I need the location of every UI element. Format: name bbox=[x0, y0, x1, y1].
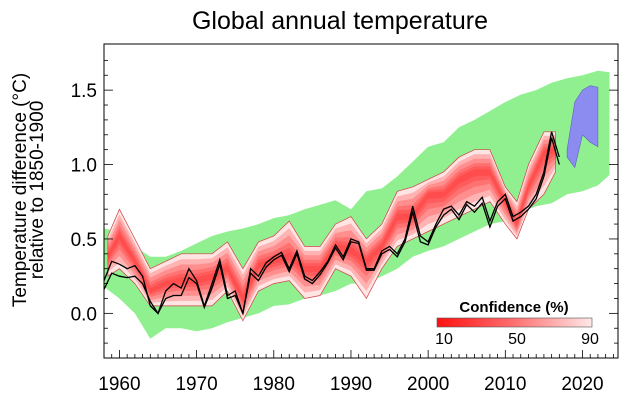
x-tick-label-1990: 1990 bbox=[330, 374, 372, 395]
chart-title: Global annual temperature bbox=[192, 7, 488, 35]
forecast-blue-band bbox=[566, 85, 599, 169]
y-tick-label-0.0: 0.0 bbox=[71, 304, 97, 325]
y-tick-label-0.5: 0.5 bbox=[71, 230, 97, 251]
x-tick-label-1980: 1980 bbox=[253, 374, 295, 395]
x-tick-label-2000: 2000 bbox=[407, 374, 449, 395]
x-tick-label-2020: 2020 bbox=[561, 374, 603, 395]
red-band-confidence-level-4 bbox=[107, 145, 556, 305]
y-axis-label-line-2: relative to 1850-1900 bbox=[27, 101, 48, 280]
y-tick-label-1.5: 1.5 bbox=[71, 81, 97, 102]
red-band-confidence-level-2 bbox=[107, 138, 556, 312]
y-axis-label: Temperature difference (°C) relative to … bbox=[10, 73, 48, 307]
plot-frame bbox=[103, 43, 619, 359]
observation-line-2 bbox=[104, 137, 560, 316]
x-tick-label-1970: 1970 bbox=[175, 374, 217, 395]
colorbar-label-10: 10 bbox=[435, 331, 453, 348]
legend-title: Confidence (%) bbox=[459, 299, 568, 316]
red-band-confidence-level-1 bbox=[107, 135, 556, 317]
colorbar bbox=[436, 317, 593, 328]
y-tick-label-1.0: 1.0 bbox=[71, 156, 97, 177]
colorbar-label-50: 50 bbox=[508, 331, 526, 348]
x-tick-label-1960: 1960 bbox=[98, 374, 140, 395]
legend: Confidence (%) 10 50 90 bbox=[435, 299, 599, 348]
y-axis-label-line-1: Temperature difference (°C) bbox=[10, 73, 31, 307]
x-tick-label-2010: 2010 bbox=[484, 374, 526, 395]
colorbar-label-90: 90 bbox=[581, 331, 599, 348]
red-band-outer bbox=[107, 131, 556, 322]
observation-line-1 bbox=[104, 131, 560, 315]
